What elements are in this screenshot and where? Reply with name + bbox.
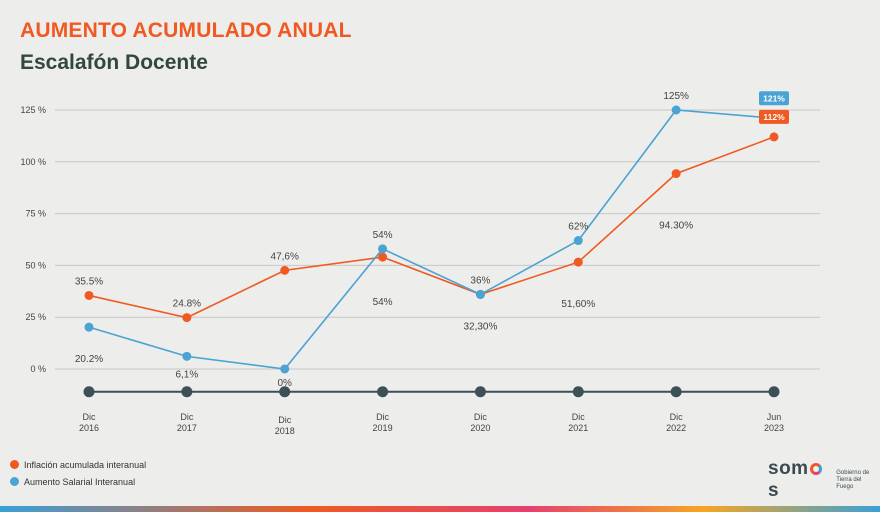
data-point [181, 386, 193, 398]
data-point [280, 364, 290, 374]
logo-o-icon [809, 463, 822, 475]
y-tick-label: 100 % [20, 157, 46, 167]
x-tick-label: Dic [278, 415, 291, 425]
y-tick-label: 50 % [25, 260, 46, 270]
chart-title: AUMENTO ACUMULADO ANUAL [20, 19, 352, 42]
x-tick-label: 2022 [666, 423, 686, 433]
logo-word: soms [768, 458, 833, 502]
data-point [84, 290, 94, 300]
series-line [88, 109, 775, 370]
data-label-badge [759, 91, 789, 106]
legend-label-salary: Aumento Salarial Interanual [24, 476, 136, 487]
data-point [83, 386, 95, 398]
data-point [84, 322, 94, 332]
data-point [769, 132, 779, 142]
data-label: 20.2% [75, 354, 103, 365]
data-label-badge [759, 109, 789, 124]
data-point [378, 244, 388, 254]
data-label: 54% [373, 297, 393, 308]
x-tick-label: 2018 [275, 426, 295, 436]
legend-item-inflation: Inflación acumulada interanual [10, 456, 146, 473]
legend-label-inflation: Inflación acumulada interanual [24, 459, 147, 470]
x-tick-label: Dic [376, 412, 389, 422]
data-label: 0% [277, 378, 292, 389]
logo-tagline: Gobierno de Tierra del Fuego [836, 469, 870, 490]
x-tick-label: Dic [670, 412, 683, 422]
data-label: 47,6% [271, 251, 299, 262]
data-label: 51,60% [561, 299, 595, 310]
data-point [377, 386, 389, 398]
data-point [182, 351, 192, 361]
data-label: 24.8% [173, 299, 201, 310]
data-label: 54% [373, 230, 393, 241]
x-tick-label: Dic [474, 412, 487, 422]
data-point [378, 252, 388, 262]
legend-dot-inflation [10, 460, 19, 469]
data-point [572, 386, 584, 398]
data-label: 62% [568, 222, 588, 233]
data-point [573, 257, 583, 267]
x-tick-label: Dic [180, 412, 193, 422]
legend-item-salary: Aumento Salarial Interanual [10, 473, 146, 490]
data-label: 32,30% [463, 321, 497, 332]
data-label: 121% [763, 93, 785, 103]
data-label: 6,1% [175, 369, 198, 380]
data-label: 36% [470, 275, 490, 286]
legend-dot-salary [10, 477, 19, 486]
x-tick-label: Dic [572, 412, 585, 422]
bottom-color-bar [0, 506, 880, 512]
somos-logo: soms Gobierno de Tierra del Fuego [768, 458, 880, 502]
chart-subtitle: Escalafón Docente [20, 51, 208, 74]
x-tick-label: 2021 [568, 423, 588, 433]
data-point [474, 386, 486, 398]
y-tick-label: 0 % [30, 364, 46, 374]
data-point [279, 386, 291, 398]
x-tick-label: Dic [83, 412, 96, 422]
series-line [88, 136, 775, 319]
data-point [280, 265, 290, 275]
data-point [671, 169, 681, 179]
data-point [475, 289, 485, 299]
y-tick-label: 25 % [25, 312, 46, 322]
data-point [671, 105, 681, 115]
x-tick-label: 2023 [764, 423, 784, 433]
x-tick-label: 2019 [373, 423, 393, 433]
data-point [768, 386, 780, 398]
data-label: 35.5% [75, 276, 103, 287]
data-label: 125% [663, 91, 689, 102]
x-tick-label: 2016 [79, 423, 99, 433]
data-label: 112% [763, 112, 785, 122]
data-point [182, 313, 192, 323]
data-point [670, 386, 682, 398]
y-tick-label: 125 % [20, 105, 46, 115]
x-tick-label: Jun [767, 412, 782, 422]
x-tick-label: 2020 [470, 423, 490, 433]
x-tick-label: 2017 [177, 423, 197, 433]
logo-word-right: s [768, 480, 780, 501]
logo-word-left: som [768, 458, 809, 479]
data-label: 94.30% [659, 221, 693, 232]
data-point [573, 236, 583, 246]
legend: Inflación acumulada interanual Aumento S… [10, 456, 146, 490]
line-chart: 0 %25 %50 %75 %100 %125 %Dic2016Dic2017D… [20, 91, 820, 436]
y-tick-label: 75 % [25, 209, 46, 219]
